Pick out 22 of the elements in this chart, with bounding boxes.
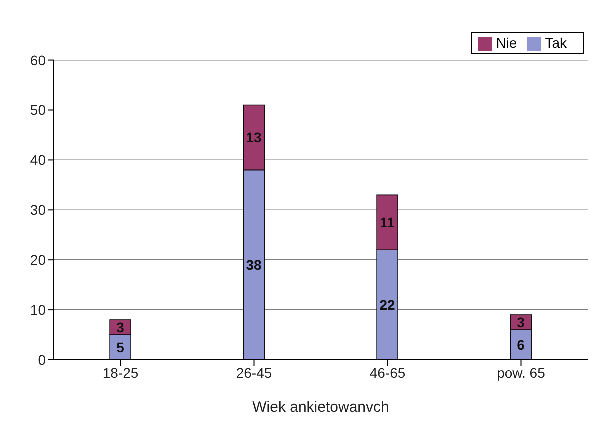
data-label: 6 [517, 336, 526, 353]
data-label: 38 [246, 257, 262, 274]
data-label: 13 [246, 130, 262, 146]
y-tick-label: 40 [30, 152, 46, 168]
y-tick-label: 30 [30, 202, 46, 218]
y-tick-label: 60 [30, 52, 46, 68]
y-tick-label: 0 [38, 352, 46, 368]
x-tick-label: pow. 65 [497, 364, 546, 381]
x-axis-title: Wiek ankietowanvch [252, 399, 390, 416]
data-label: 3 [116, 320, 125, 336]
x-tick-label: 18-25 [102, 364, 139, 381]
y-tick-label: 20 [30, 252, 46, 268]
x-tick-label: 46-65 [370, 364, 406, 381]
y-tick-label: 50 [30, 102, 46, 118]
data-label: 3 [517, 314, 526, 331]
data-label: 11 [380, 214, 396, 231]
legend-label: Tak [545, 35, 567, 51]
legend-label: Nie [496, 35, 518, 51]
data-label: 5 [116, 339, 125, 356]
data-label: 22 [380, 297, 396, 314]
y-tick-label: 10 [30, 302, 46, 318]
x-tick-label: 26-45 [236, 364, 272, 381]
